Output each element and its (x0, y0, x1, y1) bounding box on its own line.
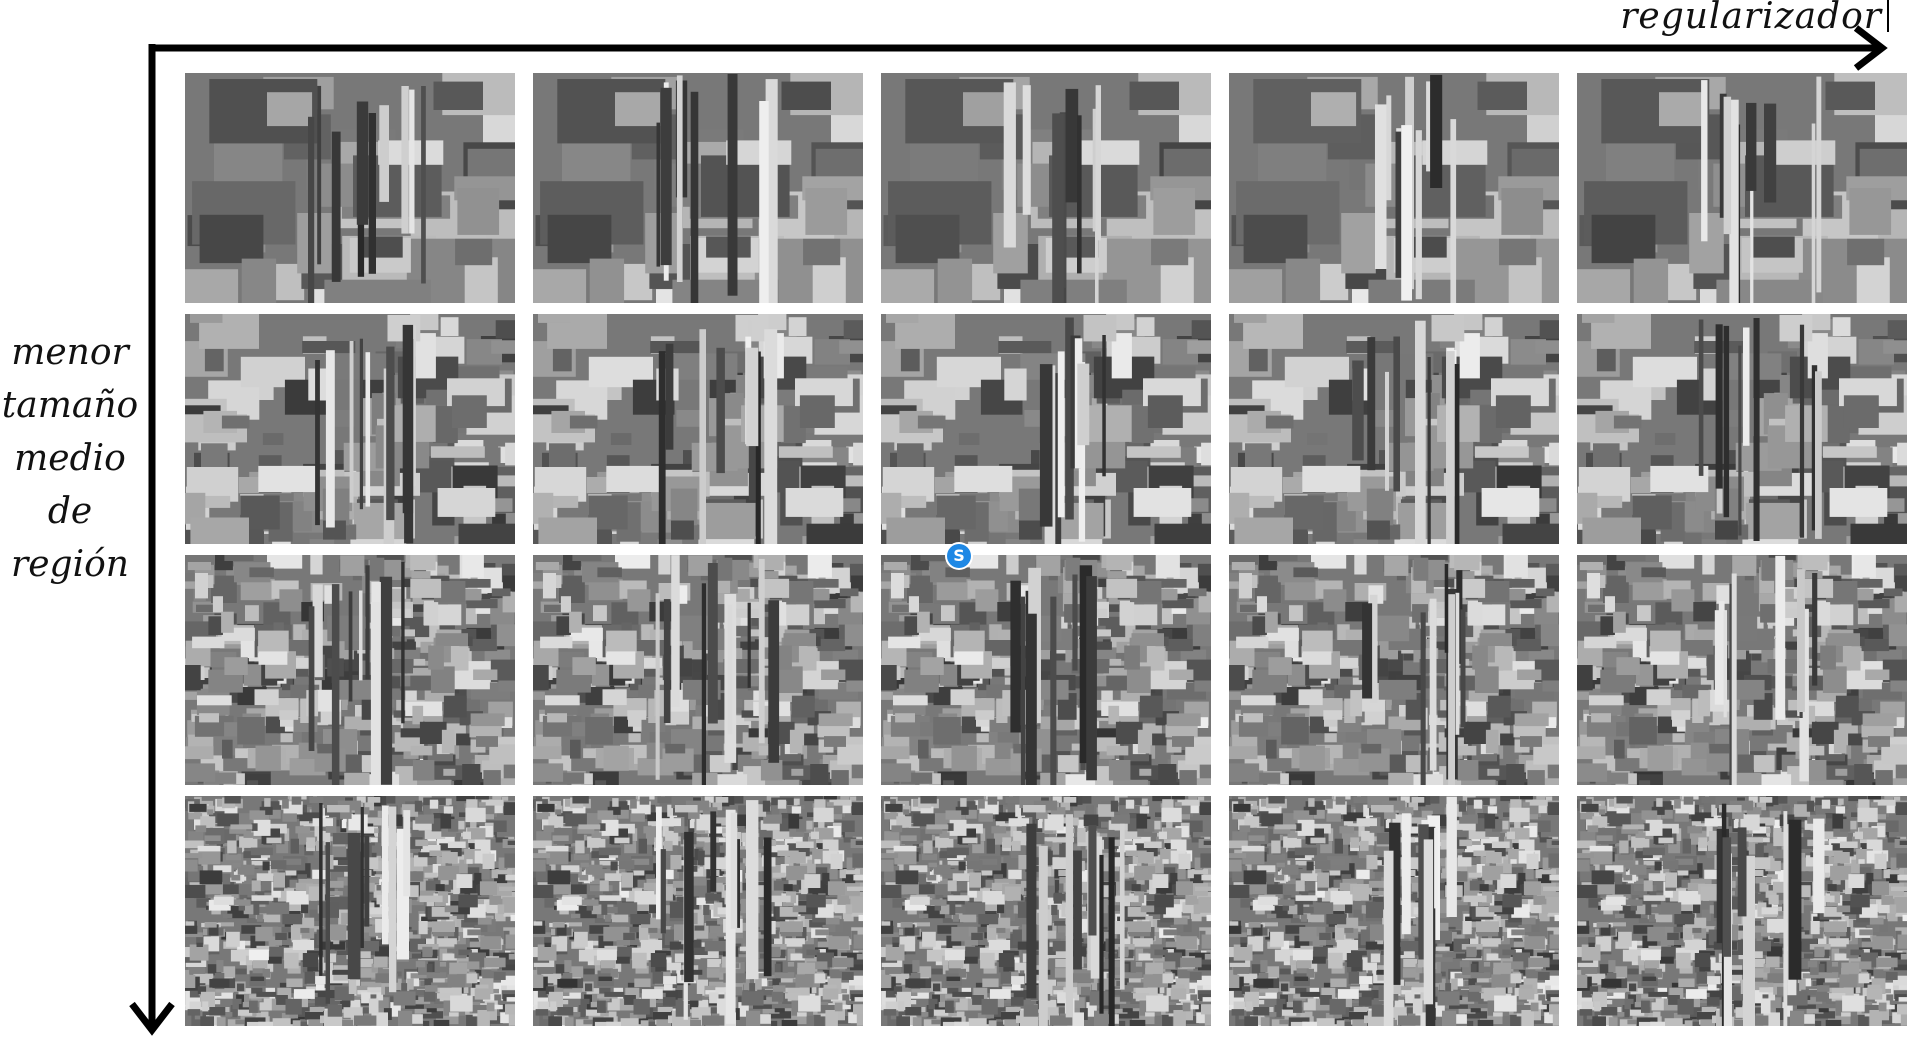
segmentation-thumbnail-r1-c5 (1577, 73, 1907, 303)
segmentation-thumbnail-r1-c4 (1229, 73, 1559, 303)
segmentation-thumbnail-r1-c3 (881, 73, 1211, 303)
x-axis-label: regularizador (1620, 0, 1882, 37)
segmentation-grid (185, 73, 1907, 1026)
segmentation-thumbnail-r2-c1 (185, 314, 515, 544)
segmentation-thumbnail-r4-c1 (185, 796, 515, 1026)
segmentation-thumbnail-r3-c4 (1229, 555, 1559, 785)
segmentation-thumbnail-r3-c3 (881, 555, 1211, 785)
y-axis-label-line: tamaño (1, 385, 139, 426)
y-axis-label-line: medio (14, 438, 126, 479)
y-axis-label-line: de (47, 491, 93, 532)
segmentation-thumbnail-r2-c3 (881, 314, 1211, 544)
y-axis-arrowhead (129, 1001, 175, 1036)
segmentation-thumbnail-r2-c5 (1577, 314, 1907, 544)
segmentation-thumbnail-r2-c4 (1229, 314, 1559, 544)
segmentation-thumbnail-r1-c2 (533, 73, 863, 303)
segmentation-thumbnail-r4-c2 (533, 796, 863, 1026)
segmentation-thumbnail-r3-c1 (185, 555, 515, 785)
segmentation-thumbnail-r4-c5 (1577, 796, 1907, 1026)
segmentation-thumbnail-r3-c5 (1577, 555, 1907, 785)
y-axis-label-line: región (11, 544, 129, 585)
segmentation-thumbnail-r3-c2 (533, 555, 863, 785)
s-badge-icon: S (947, 544, 971, 568)
segmentation-thumbnail-r4-c3 (881, 796, 1211, 1026)
x-axis-arrowhead (1853, 25, 1888, 71)
y-axis-label: menor tamaño medio de región (0, 326, 150, 591)
y-axis-label-line: menor (11, 332, 129, 373)
segmentation-thumbnail-r4-c4 (1229, 796, 1559, 1026)
segmentation-thumbnail-r1-c1 (185, 73, 515, 303)
segmentation-thumbnail-r2-c2 (533, 314, 863, 544)
